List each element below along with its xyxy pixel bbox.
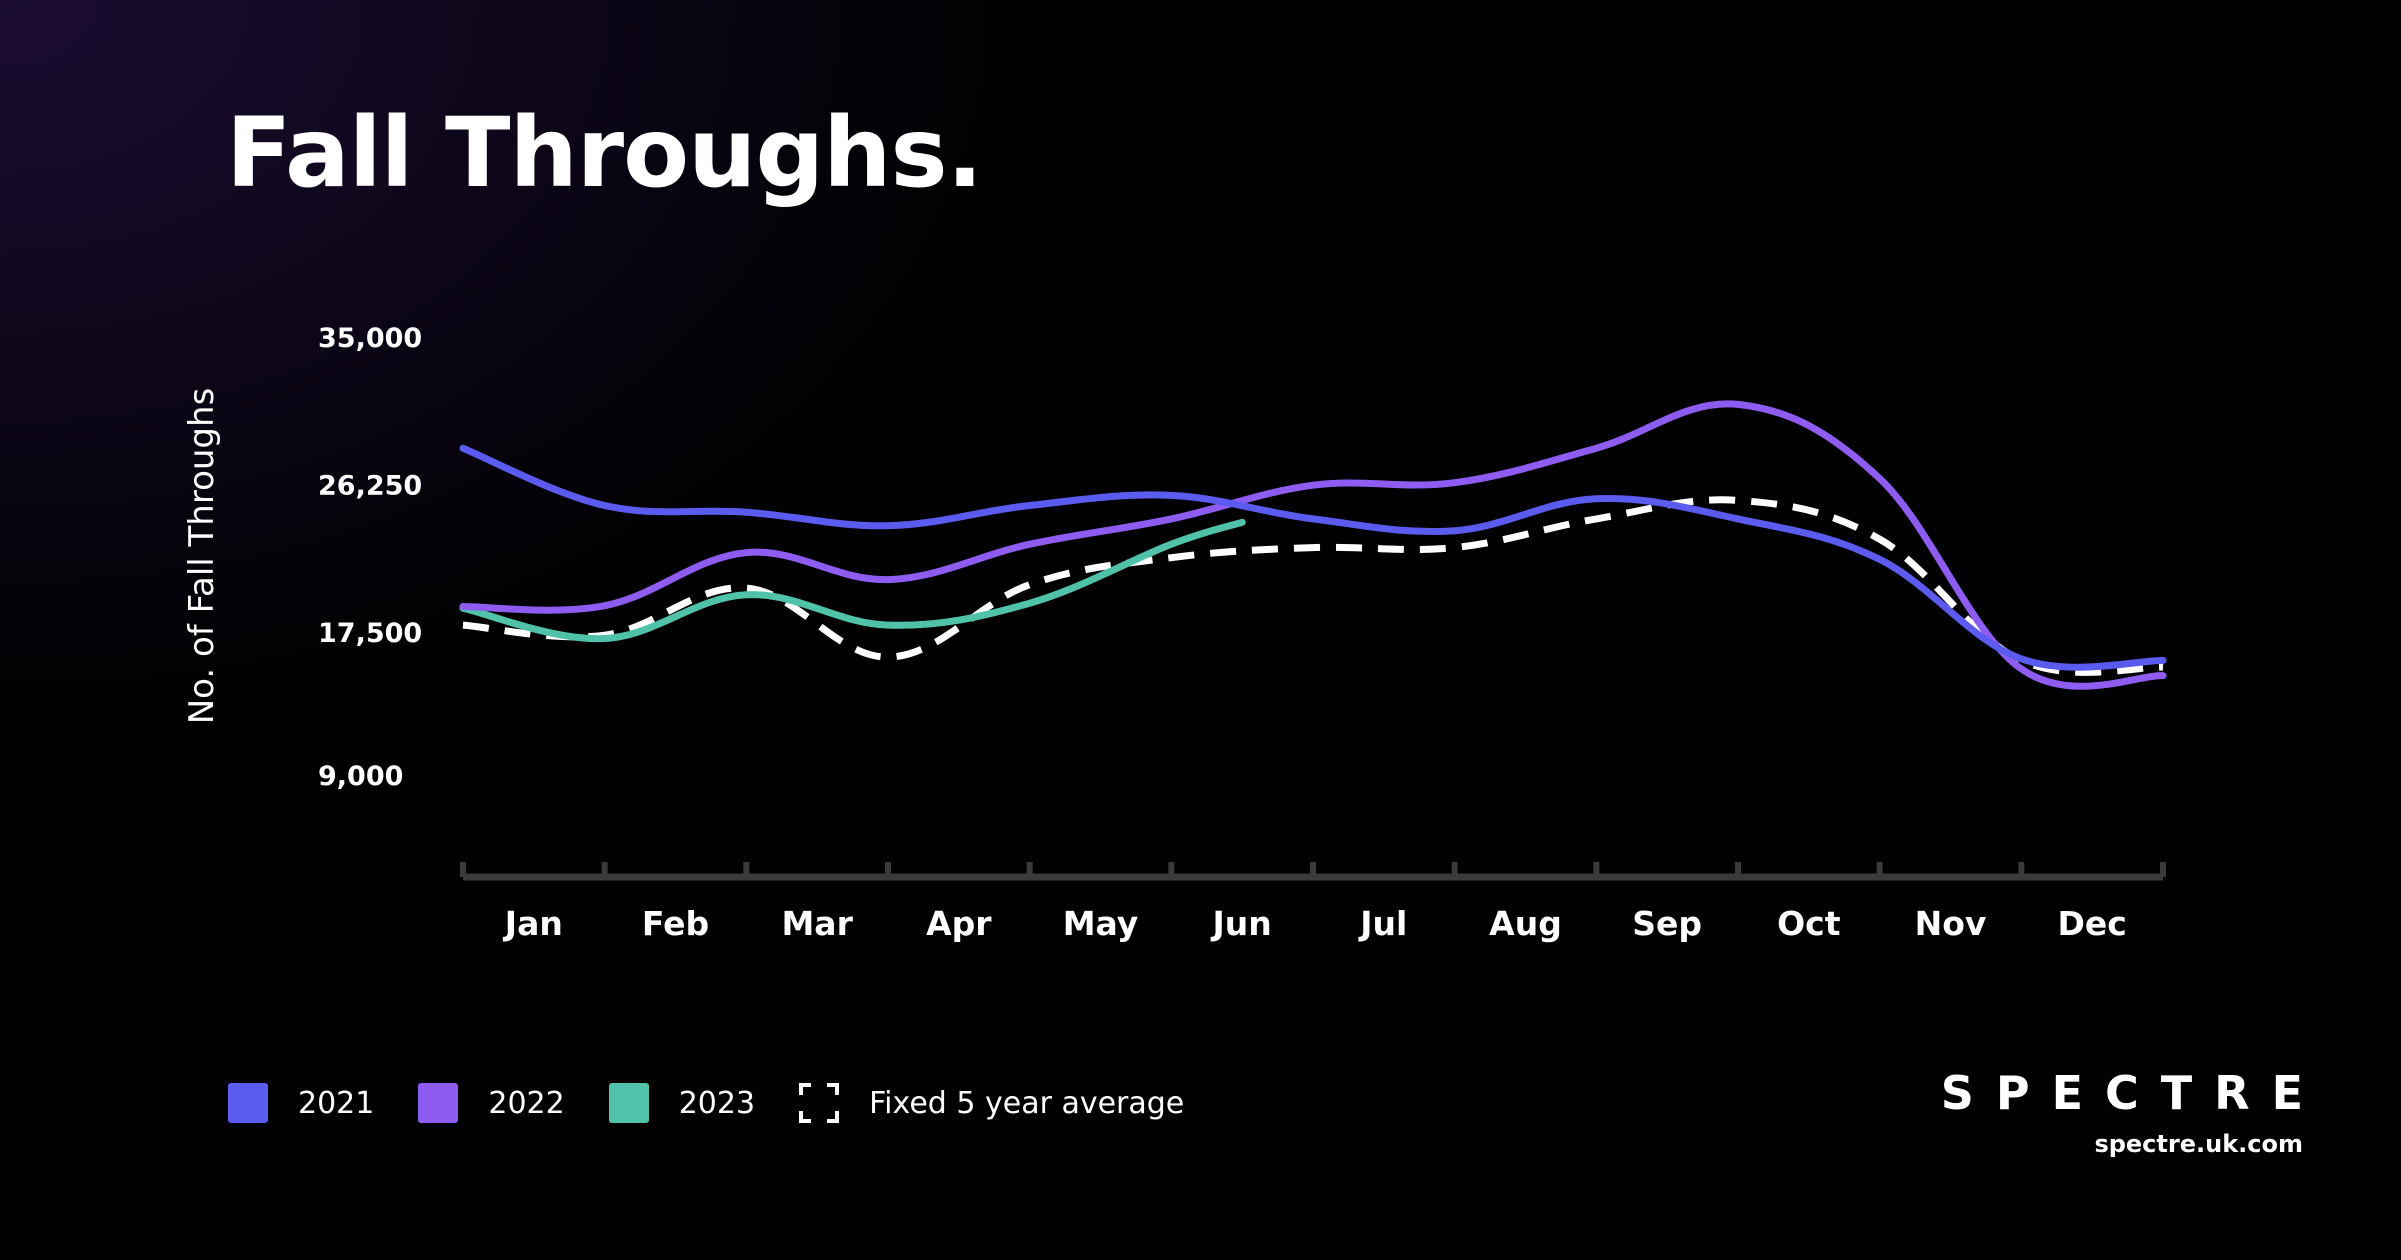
legend-swatch-2022 [418, 1083, 459, 1123]
legend-item-2021: 2021 [228, 1083, 374, 1123]
legend-label-2021: 2021 [298, 1085, 375, 1121]
x-tick-label-aug: Aug [1489, 904, 1562, 943]
x-tick-label-feb: Feb [642, 904, 709, 943]
chart-title: Fall Throughs. [226, 97, 983, 209]
x-tick-label-apr: Apr [926, 904, 992, 943]
x-tick-label-jun: Jun [1211, 904, 1272, 943]
legend-swatch-2021 [228, 1083, 268, 1123]
x-tick-label-jul: Jul [1358, 904, 1407, 943]
legend-item-2023: 2023 [608, 1083, 756, 1123]
x-tick-label-mar: Mar [781, 904, 853, 943]
x-tick-label-sep: Sep [1632, 904, 1702, 943]
y-tick-label: 26,250 [318, 470, 422, 501]
legend: 2021 2022 2023 Fixed 5 year average [228, 1083, 1228, 1123]
x-axis-labels: Jan Feb Mar Apr May Jun Jul Aug Sep Oct Nov Dec [503, 904, 2127, 943]
x-tick-label-nov: Nov [1915, 904, 1987, 943]
series-line-2021 [459, 444, 2167, 671]
legend-item-2022: 2022 [418, 1083, 565, 1123]
y-axis-ticks: 35,000 26,250 17,500 9,000 [318, 323, 422, 792]
legend-label-average: Fixed 5 year average [869, 1085, 1185, 1121]
legend-item-average: Fixed 5 year average [799, 1083, 1184, 1123]
y-tick-label: 17,500 [318, 618, 422, 649]
brand: SPECTRE spectre.uk.com [1941, 1070, 2303, 1158]
x-axis [460, 862, 2166, 881]
x-tick-label-may: May [1063, 904, 1139, 943]
series-line-2023 [459, 518, 1246, 643]
y-tick-label: 35,000 [318, 323, 422, 354]
y-tick-label: 9,000 [318, 761, 403, 792]
series-line-2022 [459, 400, 2167, 690]
x-tick-label-jan: Jan [503, 904, 563, 943]
brand-logo: SPECTRE [1940, 1066, 2325, 1120]
legend-label-2023: 2023 [678, 1085, 756, 1121]
legend-swatch-2023 [608, 1083, 649, 1123]
series-line-fixed-5-year-average [462, 496, 2164, 676]
y-axis-label: No. of Fall Throughs [182, 388, 222, 725]
legend-swatch-average-icon [799, 1083, 840, 1123]
brand-url: spectre.uk.com [2094, 1130, 2303, 1158]
legend-label-2022: 2022 [488, 1085, 565, 1121]
series-lines [459, 400, 2167, 690]
x-tick-label-dec: Dec [2057, 904, 2126, 943]
x-tick-label-oct: Oct [1777, 904, 1841, 943]
